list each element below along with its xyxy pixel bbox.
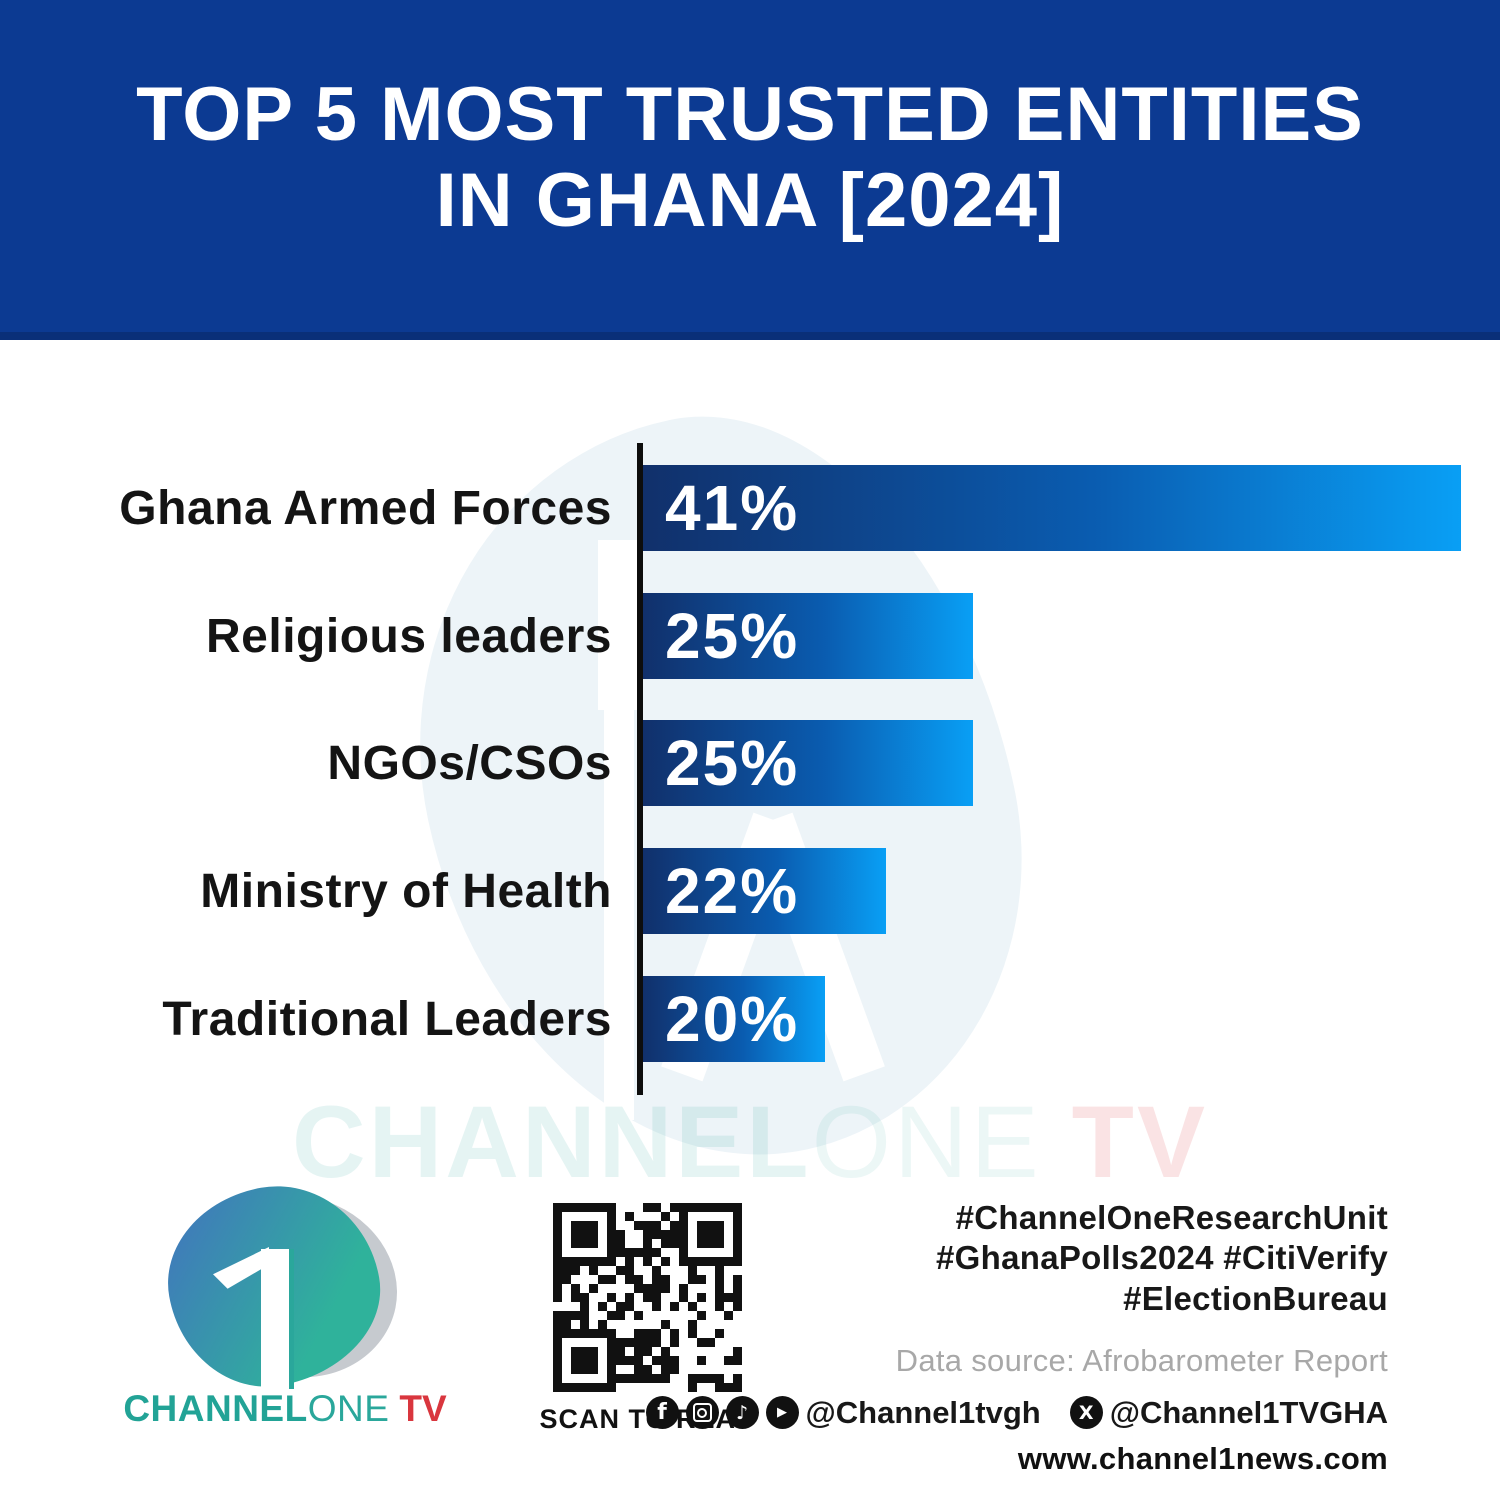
channel-one-logo — [153, 1168, 426, 1410]
watermark-text: CHANNELONE TV — [0, 1084, 1500, 1201]
bar-value-label: 41% — [665, 472, 800, 544]
category-label: Ministry of Health — [200, 864, 612, 918]
youtube-icon: ▶ — [765, 1396, 799, 1430]
watermark-one: ONE — [811, 1085, 1042, 1199]
handle-main: @Channel1tvgh — [805, 1394, 1041, 1430]
ghost-logo-highlight — [604, 700, 634, 1120]
hashtag-line-2: #GhanaPolls2024 #CitiVerify — [936, 1239, 1388, 1277]
category-label: Religious leaders — [206, 609, 612, 663]
wordmark-one: ONE — [307, 1388, 390, 1429]
title-line-2: IN GHANA [2024] — [435, 157, 1065, 243]
bar-row: Ghana Armed Forces 41% — [0, 465, 1500, 551]
footer-right-column: #ChannelOneResearchUnit #GhanaPolls2024 … — [645, 1198, 1388, 1477]
bar-row: Religious leaders 25% — [0, 593, 1500, 679]
bar: 20% — [643, 976, 825, 1062]
category-label: Ghana Armed Forces — [119, 481, 612, 535]
watermark-channel: CHANNEL — [291, 1085, 812, 1199]
category-label: Traditional Leaders — [162, 992, 612, 1046]
bar-value-label: 20% — [665, 983, 800, 1055]
hashtag-line-3: #ElectionBureau — [1123, 1279, 1388, 1317]
bar-value-label: 25% — [665, 600, 800, 672]
bar: 25% — [643, 720, 973, 806]
bar-value-label: 22% — [665, 855, 800, 927]
title-line-1: TOP 5 MOST TRUSTED ENTITIES — [136, 72, 1364, 157]
logo-wordmark: CHANNELONE TV — [60, 1388, 510, 1430]
bar-row: Ministry of Health 22% — [0, 848, 1500, 934]
ghost-logo-highlight — [598, 540, 640, 710]
website-url: www.channel1news.com — [1017, 1440, 1388, 1476]
x-icon: X — [1069, 1396, 1103, 1430]
bar: 41% — [643, 465, 1461, 551]
data-source-text: Data source: Afrobarometer Report — [895, 1342, 1388, 1378]
chart-axis-line — [637, 443, 643, 1095]
bar: 25% — [643, 593, 973, 679]
instagram-icon — [685, 1396, 719, 1430]
tiktok-icon: ♪ — [725, 1396, 759, 1430]
bar-value-label: 25% — [665, 727, 800, 799]
header-banner: TOP 5 MOST TRUSTED ENTITIES IN GHANA [20… — [0, 0, 1500, 340]
wordmark-tv: TV — [399, 1388, 447, 1429]
banner-bottom-edge — [0, 332, 1500, 340]
category-label: NGOs/CSOs — [327, 736, 612, 790]
bar: 22% — [643, 848, 886, 934]
bar-row: NGOs/CSOs 25% — [0, 720, 1500, 806]
handle-x: @Channel1TVGHA — [1109, 1394, 1388, 1430]
watermark-tv: TV — [1071, 1085, 1209, 1199]
logo-digit-stem — [261, 1249, 294, 1389]
hashtag-line-1: #ChannelOneResearchUnit — [955, 1199, 1388, 1236]
facebook-icon: f — [645, 1396, 679, 1430]
social-row: f ♪ ▶ @Channel1tvgh X @Channel1TVGHA — [645, 1394, 1388, 1431]
page-title: TOP 5 MOST TRUSTED ENTITIES IN GHANA [20… — [0, 72, 1500, 244]
qr-code — [553, 1203, 742, 1392]
wordmark-channel: CHANNEL — [123, 1388, 308, 1429]
bar-row: Traditional Leaders 20% — [0, 976, 1500, 1062]
